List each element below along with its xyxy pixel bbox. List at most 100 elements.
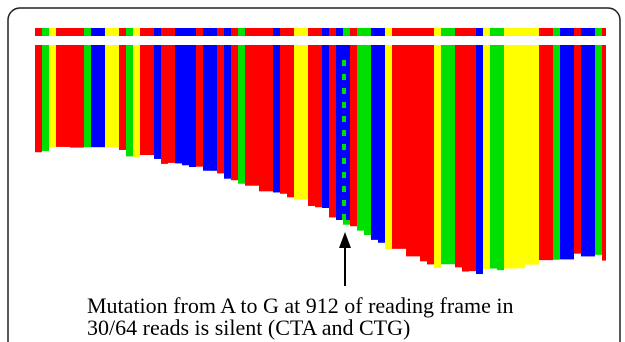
- column: [539, 45, 553, 260]
- column: [342, 144, 346, 150]
- column: [342, 60, 346, 66]
- column: [504, 45, 518, 268]
- column: [434, 28, 441, 36]
- column: [210, 28, 217, 36]
- column: [154, 45, 161, 159]
- column: [371, 45, 378, 240]
- column: [427, 45, 434, 264]
- column: [259, 28, 273, 36]
- column: [189, 28, 196, 36]
- column: [342, 186, 346, 192]
- column: [342, 172, 346, 178]
- column: [329, 28, 336, 36]
- column: [35, 45, 42, 152]
- read-strip: [35, 28, 606, 36]
- column: [462, 45, 469, 272]
- column: [217, 45, 224, 173]
- column: [140, 45, 154, 155]
- column: [182, 45, 189, 165]
- column: [560, 45, 574, 259]
- column: [217, 28, 224, 36]
- column: [539, 28, 553, 36]
- column: [574, 45, 581, 254]
- column: [189, 45, 196, 167]
- column: [119, 28, 126, 36]
- column: [245, 28, 259, 36]
- column: [574, 28, 581, 36]
- column: [392, 28, 406, 36]
- column: [238, 28, 245, 36]
- column: [455, 45, 462, 267]
- column: [595, 28, 602, 36]
- column: [336, 28, 343, 36]
- column: [406, 28, 420, 36]
- column: [42, 28, 49, 36]
- column: [476, 28, 483, 36]
- column: [490, 45, 497, 269]
- column: [175, 45, 182, 163]
- column: [406, 45, 420, 256]
- column: [322, 45, 329, 208]
- column: [342, 88, 346, 94]
- column: [525, 28, 539, 36]
- column: [518, 28, 525, 36]
- column: [342, 130, 346, 136]
- column: [91, 45, 105, 147]
- column: [119, 45, 126, 150]
- column: [231, 28, 238, 36]
- column: [154, 28, 161, 36]
- column: [70, 28, 84, 36]
- column: [602, 28, 606, 36]
- column: [357, 45, 364, 231]
- column: [175, 28, 182, 36]
- column: [84, 45, 91, 147]
- column: [182, 28, 189, 36]
- column: [462, 28, 469, 36]
- column: [364, 28, 371, 36]
- column: [392, 45, 406, 249]
- column: [70, 45, 84, 148]
- annotation-line: 30/64 reads is silent (CTA and CTG): [87, 315, 410, 340]
- column: [224, 28, 231, 36]
- column: [280, 28, 287, 36]
- column: [161, 45, 168, 164]
- column: [133, 28, 140, 36]
- column: [56, 28, 63, 36]
- column: [294, 45, 308, 200]
- column: [294, 28, 308, 36]
- column: [497, 45, 504, 270]
- column: [343, 28, 350, 36]
- figure: Mutation from A to G at 912 of reading f…: [0, 0, 625, 342]
- column: [350, 45, 357, 226]
- column: [203, 28, 210, 36]
- column: [280, 45, 287, 194]
- column: [490, 28, 497, 36]
- column: [420, 28, 427, 36]
- column: [342, 200, 346, 206]
- column: [483, 45, 490, 269]
- column: [126, 45, 133, 156]
- column: [483, 28, 490, 36]
- column: [196, 28, 203, 36]
- column: [350, 28, 357, 36]
- column: [342, 214, 346, 220]
- column: [140, 28, 154, 36]
- column: [56, 45, 63, 147]
- column: [196, 45, 203, 167]
- column: [203, 45, 210, 171]
- column: [476, 45, 483, 274]
- column: [259, 45, 273, 191]
- column: [385, 45, 392, 249]
- column: [161, 28, 168, 36]
- column: [42, 45, 49, 151]
- column: [105, 45, 119, 147]
- column: [441, 28, 455, 36]
- column: [322, 28, 329, 36]
- column: [427, 28, 434, 36]
- column: [49, 45, 56, 147]
- column: [364, 45, 371, 235]
- column: [342, 158, 346, 164]
- column: [287, 28, 294, 36]
- column: [581, 28, 595, 36]
- column: [385, 28, 392, 36]
